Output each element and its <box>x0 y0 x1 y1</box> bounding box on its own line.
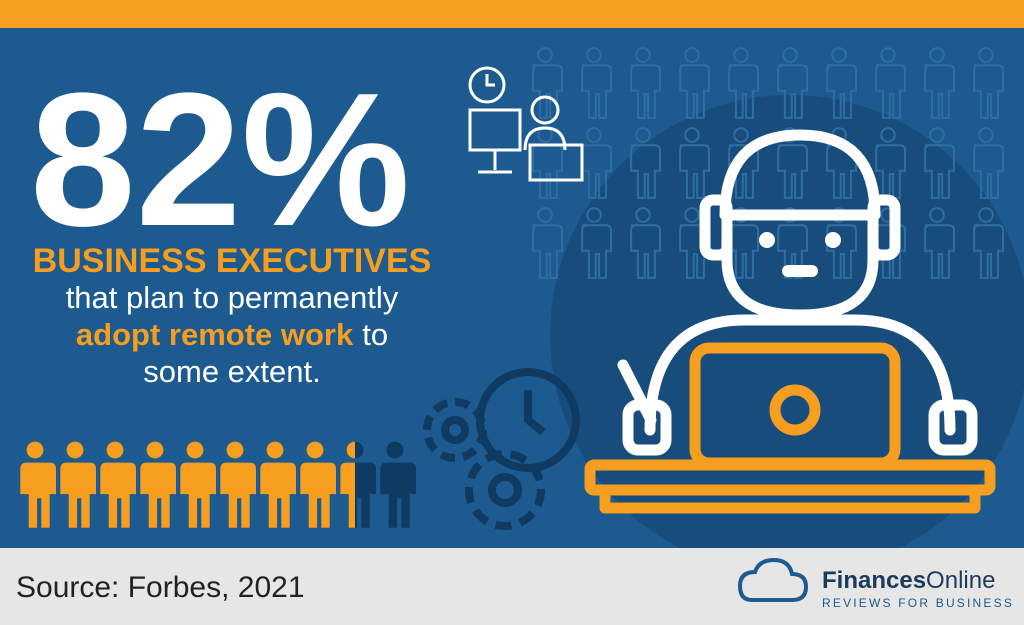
person-icon <box>630 47 661 119</box>
person-icon <box>679 47 710 119</box>
line2-rest: to <box>362 317 388 352</box>
person-icon <box>180 441 216 528</box>
person-icon <box>140 441 176 528</box>
line3: some extent. <box>143 354 320 389</box>
person-icon <box>300 441 336 528</box>
person-icon <box>924 127 955 199</box>
person-icon <box>100 441 136 528</box>
line2: adopt remote work to <box>76 317 388 352</box>
highlight: adopt remote work <box>76 317 354 352</box>
brand-light: Online <box>926 567 995 594</box>
person-icon <box>973 127 1004 199</box>
person-icon <box>777 47 808 119</box>
backdrop-circle <box>550 95 1024 575</box>
footer-bar <box>0 548 1024 625</box>
laptop-desk <box>584 342 996 514</box>
person-icon <box>679 127 710 199</box>
person-icon <box>20 441 56 528</box>
person-icon <box>924 47 955 119</box>
subject: BUSINESS EXECUTIVES <box>33 242 432 280</box>
desk-worker-icon <box>468 66 584 182</box>
person-icon <box>973 207 1004 279</box>
person-icon <box>260 441 296 528</box>
person-icon <box>532 47 563 119</box>
person-icon <box>220 441 256 528</box>
person-icon <box>630 127 661 199</box>
source: Source: Forbes, 2021 <box>16 571 305 604</box>
line1: that plan to permanently <box>66 280 399 315</box>
person-icon <box>875 47 906 119</box>
person-icon <box>875 127 906 199</box>
remote-worker <box>617 129 978 456</box>
people-row <box>20 441 416 528</box>
person-icon <box>826 47 857 119</box>
top-bar <box>0 0 1024 28</box>
tagline: REVIEWS FOR BUSINESS <box>822 596 1014 610</box>
person-icon <box>630 207 661 279</box>
person-icon <box>973 47 1004 119</box>
person-icon <box>532 207 563 279</box>
person-icon <box>340 441 355 528</box>
headline-stat: 82% <box>30 54 410 266</box>
person-icon <box>581 207 612 279</box>
brand-bold: Finances <box>822 567 926 594</box>
person-icon <box>581 47 612 119</box>
person-icon <box>60 441 96 528</box>
brand: FinancesOnline <box>822 567 995 594</box>
person-icon <box>581 127 612 199</box>
gears-icon <box>423 368 580 530</box>
person-icon <box>924 207 955 279</box>
person-icon <box>728 47 759 119</box>
person-icon <box>380 441 416 528</box>
brand-logo <box>737 557 809 602</box>
face <box>759 232 841 277</box>
